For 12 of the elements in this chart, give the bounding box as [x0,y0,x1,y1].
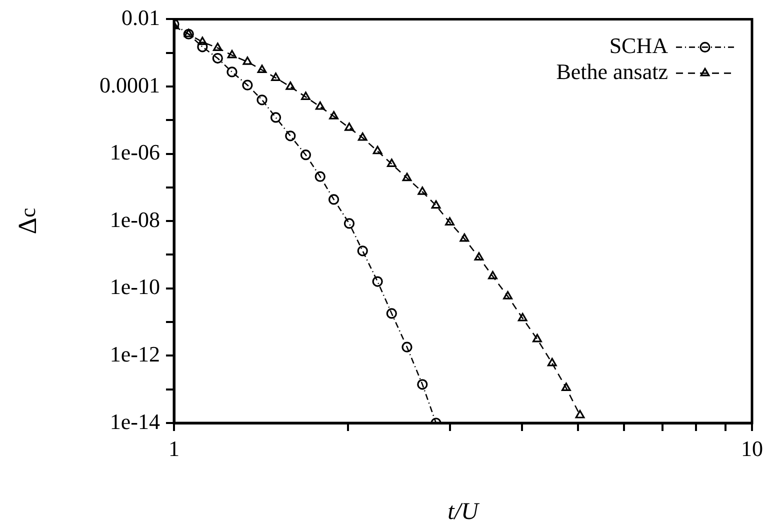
y-tick-label: 1e-14 [110,408,160,434]
x-axis-title: t/U [448,498,480,525]
y-tick-label: 0.01 [122,4,160,30]
legend-label: Bethe ansatz [556,58,668,84]
y-tick-label: 0.0001 [100,72,160,98]
y-tick-label: 1e-12 [110,341,160,366]
x-tick-label: 1 [168,436,180,461]
legend-label: SCHA [609,32,668,58]
y-tick-label: 1e-10 [110,274,160,300]
y-tick-label: 1e-08 [110,206,160,232]
y-tick-label: 1e-06 [110,140,160,165]
x-tick-label: 10 [741,436,763,461]
